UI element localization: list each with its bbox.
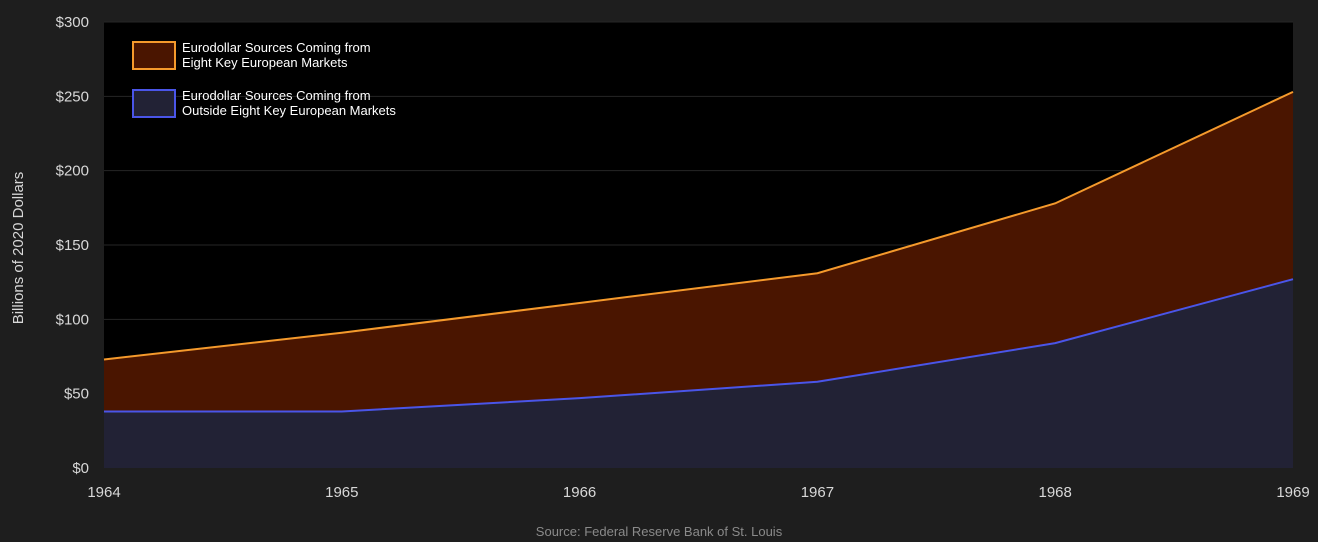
x-tick-label: 1964 — [87, 484, 120, 501]
y-axis-label: Billions of 2020 Dollars — [10, 172, 27, 325]
legend-swatch — [132, 41, 176, 70]
x-tick-label: 1966 — [563, 484, 596, 501]
area-outside-markets — [104, 279, 1293, 468]
y-axis-ticks: $0 $50 $100 $150 $200 $250 $300 — [56, 14, 89, 477]
x-tick-label: 1969 — [1276, 484, 1309, 501]
y-tick-label: $0 — [72, 460, 89, 477]
y-tick-label: $300 — [56, 14, 89, 31]
legend-label: Eurodollar Sources Coming from — [182, 88, 371, 103]
y-tick-label: $250 — [56, 88, 89, 105]
x-tick-label: 1968 — [1039, 484, 1072, 501]
y-tick-label: $100 — [56, 311, 89, 328]
y-tick-label: $150 — [56, 237, 89, 254]
legend-label: Eurodollar Sources Coming from — [182, 40, 371, 55]
y-tick-label: $50 — [64, 386, 89, 403]
x-tick-label: 1965 — [325, 484, 358, 501]
x-tick-label: 1967 — [801, 484, 834, 501]
legend-label: Outside Eight Key European Markets — [182, 103, 396, 118]
line-eight-key-markets — [103, 90, 1294, 361]
legend-swatch — [132, 89, 176, 118]
x-axis-ticks: 1964 1965 1966 1967 1968 1969 — [87, 484, 1309, 501]
area-series — [104, 91, 1293, 468]
series-lines — [103, 90, 1294, 413]
line-outside-markets — [104, 278, 1294, 413]
legend-label: Eight Key European Markets — [182, 55, 348, 70]
source-note: Source: Federal Reserve Bank of St. Loui… — [536, 524, 783, 539]
y-tick-label: $200 — [56, 163, 89, 180]
area-eight-key-markets — [104, 91, 1293, 412]
